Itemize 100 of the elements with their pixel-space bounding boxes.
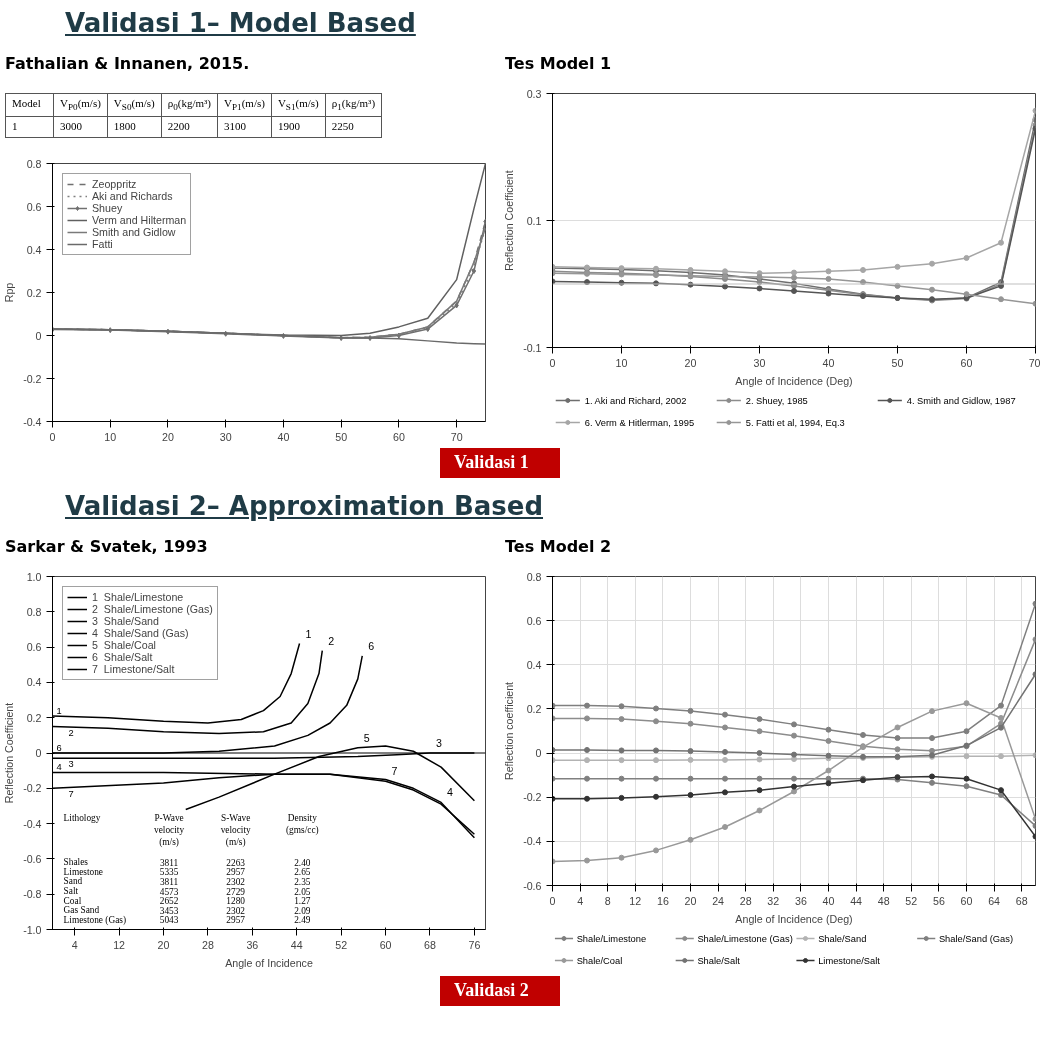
legend-label: Fatti (92, 238, 113, 250)
annotation: 5 (363, 731, 370, 744)
text: V$_{S0}$(m/s) (107, 93, 162, 117)
y-tick-label: 0.1 (526, 214, 542, 227)
x-tick-label: 28 (739, 894, 752, 907)
text: Validasi 1 (454, 451, 529, 474)
annotation: 2.05 (294, 886, 311, 897)
x-tick-label: 44 (290, 938, 303, 951)
x-tick-label: 0 (549, 894, 556, 907)
y-tick-label: -0.6 (23, 852, 42, 865)
annotation: Limestone (63, 866, 103, 877)
chart-title: Fathalian & Innanen, 2015. (5, 53, 250, 75)
text: ρ$_{0}$(kg/m³) (161, 93, 218, 117)
annotation: 7 (391, 765, 398, 778)
y-tick-label: 0.2 (26, 286, 42, 299)
x-axis-title: Angle of Incidence (225, 956, 313, 969)
legend-label: 1. Aki and Richard, 2002 (584, 395, 687, 406)
x-tick-label: 60 (960, 356, 973, 369)
x-tick-label: 70 (1028, 356, 1041, 369)
text: 1800 (107, 116, 162, 138)
x-tick-label: 20 (157, 938, 170, 951)
legend-label: 2. Shuey, 1985 (745, 395, 808, 406)
legend-label: Shale/Coal (576, 955, 623, 966)
y-tick-label: 0.2 (26, 711, 42, 724)
x-axis-title: Angle of Incidence (Deg) (735, 374, 853, 387)
legend-label: 1 Shale/Limestone (92, 591, 184, 603)
legend-label: 5 Shale/Coal (92, 639, 156, 651)
text: Model (5, 93, 54, 117)
legend-label: 4. Smith and Gidlow, 1987 (906, 395, 1016, 406)
y-tick-label: 0 (35, 747, 42, 759)
x-tick-label: 10 (104, 430, 117, 443)
y-tick-label: -0.2 (23, 782, 42, 795)
y-tick-label: -0.6 (523, 879, 542, 892)
y-tick-label: 0.3 (526, 87, 542, 100)
y-tick-label: 0.8 (26, 157, 42, 170)
annotation: 2729 (226, 886, 246, 897)
y-tick-label: 0.6 (26, 200, 42, 213)
y-tick-label: 0 (35, 329, 42, 342)
x-tick-label: 12 (629, 894, 642, 907)
y-axis-title: Reflection Coefficient (503, 170, 516, 271)
text: Validasi 2 (454, 979, 529, 1002)
x-tick-label: 68 (424, 938, 436, 951)
legend-label: Shuey (92, 202, 123, 214)
annotation: 3 (68, 759, 74, 770)
text: 2200 (161, 116, 218, 138)
annotation: 6 (56, 743, 62, 753)
annotation: Shales (63, 857, 89, 868)
annotation: 5335 (159, 867, 179, 878)
y-tick-label: 0.6 (26, 641, 42, 654)
annotation: 2957 (226, 915, 246, 926)
x-tick-label: 76 (468, 938, 481, 951)
x-tick-label: 50 (891, 356, 904, 369)
x-tick-label: 44 (850, 894, 863, 907)
text: V$_{P1}$(m/s) (217, 93, 272, 117)
x-tick-label: 70 (450, 430, 463, 443)
y-tick-label: 0.8 (26, 605, 42, 618)
text: Validasi 1– Model Based (65, 8, 416, 38)
y-axis-title: Reflection Coefficient (3, 702, 16, 804)
annotation: 2.65 (294, 867, 311, 878)
y-tick-label: 0.4 (26, 243, 42, 256)
annotation: 3453 (159, 905, 179, 916)
x-tick-label: 4 (71, 938, 78, 951)
legend-label: Zeoppritz (92, 178, 137, 190)
annotation: Sand (63, 876, 83, 887)
y-tick-label: -0.2 (523, 791, 542, 804)
annotation: 2.49 (294, 915, 311, 926)
annotation: 1 (305, 627, 312, 640)
x-tick-label: 48 (877, 894, 890, 907)
annotation: 2302 (226, 876, 246, 887)
x-tick-label: 10 (615, 356, 628, 369)
text: 1900 (271, 116, 326, 138)
annotation: Coal (63, 895, 82, 906)
y-tick-label: 0.2 (526, 702, 542, 715)
x-tick-label: 60 (960, 894, 973, 907)
legend-label: 3 Shale/Sand (92, 615, 159, 627)
x-tick-label: 60 (379, 938, 392, 951)
x-tick-label: 40 (822, 356, 835, 369)
legend-label: 6 Shale/Salt (92, 651, 153, 663)
chart-title: Tes Model 2 (505, 536, 612, 558)
annotation: 2.40 (294, 857, 311, 868)
legend-label: Shale/Limestone (Gas) (697, 933, 793, 944)
legend-label: Shale/Salt (697, 955, 741, 966)
x-axis-title: Angle of Incidence (Deg) (735, 912, 853, 925)
x-tick-label: 0 (549, 356, 556, 369)
legend-label: 2 Shale/Limestone (Gas) (92, 603, 213, 615)
y-tick-label: 0.8 (526, 570, 542, 583)
x-tick-label: 8 (604, 894, 611, 907)
text: 2250 (325, 116, 382, 138)
text: 1 (5, 116, 54, 138)
annotation: 2302 (226, 905, 246, 916)
x-tick-label: 56 (932, 894, 945, 907)
x-tick-label: 68 (1015, 894, 1028, 907)
legend-label: Shale/Limestone (576, 933, 647, 944)
annotation: 3811 (159, 876, 179, 887)
annotation: S-Wave velocity (m/s) (220, 813, 252, 849)
x-tick-label: 4 (577, 894, 584, 907)
y-tick-label: 0.6 (526, 614, 542, 627)
x-tick-label: 0 (49, 430, 56, 443)
y-tick-label: 0.4 (526, 658, 542, 671)
x-tick-label: 36 (246, 938, 259, 951)
